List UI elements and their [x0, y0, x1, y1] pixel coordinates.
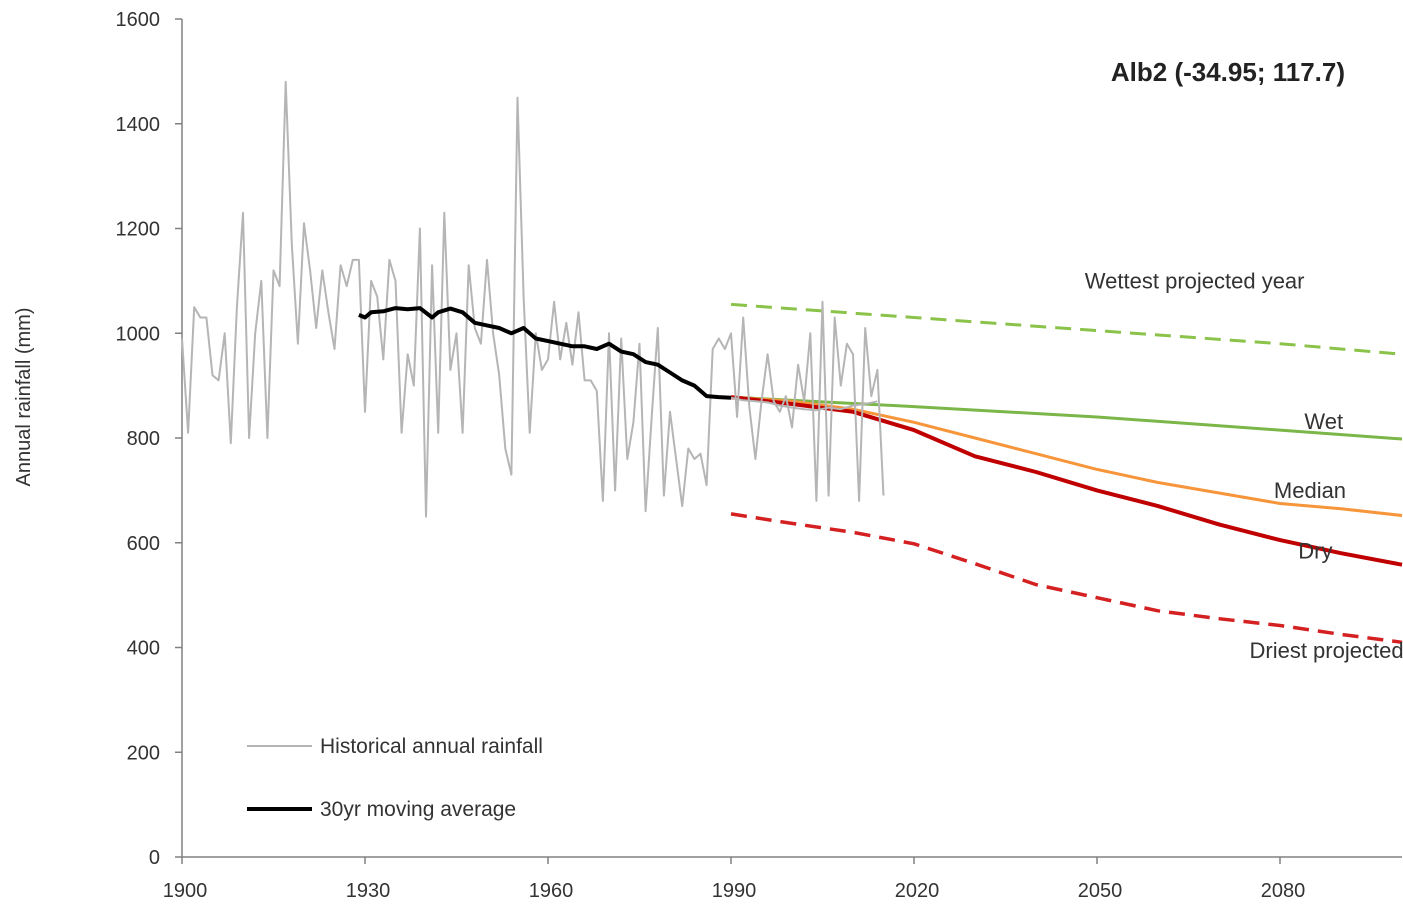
series-line-dry: [730, 395, 1403, 567]
y-tick-label: 1000: [116, 323, 161, 345]
y-tick-label: 0: [149, 847, 160, 869]
x-tick-label: 1990: [712, 880, 757, 902]
y-tick-labels: 0 200 400 600 800 1000 1200 1400 1600: [116, 9, 182, 869]
y-tick-label: 1600: [116, 9, 161, 31]
legend: Historical annual rainfall 30yr moving av…: [247, 735, 543, 821]
y-tick-label: 400: [127, 638, 160, 660]
series-line-wettest-projected-year: [730, 302, 1403, 356]
series-annotation: Wettest projected year: [1085, 269, 1305, 294]
series-annotations: Wettest projected year Wet Median Dry Driest…: [1085, 269, 1403, 663]
series-annotation: Dry: [1298, 538, 1332, 563]
x-tick-label: 2080: [1261, 880, 1306, 902]
y-tick-label: 1200: [116, 219, 161, 241]
series-line-driest-projected-year: [730, 512, 1403, 645]
axes: [181, 19, 1402, 858]
x-tick-labels: 1900 1930 1960 1990 2020 2050 2080: [163, 857, 1306, 902]
y-tick-label: 200: [127, 742, 160, 764]
series-annotation: Driest projected year: [1250, 638, 1403, 663]
y-axis-label: Annual rainfall (mm): [13, 308, 35, 487]
y-tick-label: 800: [127, 428, 160, 450]
x-tick-label: 1900: [163, 880, 208, 902]
series-annotation: Median: [1274, 478, 1346, 503]
series-line-wet: [730, 395, 1403, 441]
legend-label: Historical annual rainfall: [320, 735, 543, 758]
series-line-30yr-moving-average: [358, 306, 732, 400]
chart-title: Alb2 (-34.95; 117.7): [1111, 57, 1345, 87]
x-tick-label: 1960: [529, 880, 574, 902]
x-tick-label: 2050: [1078, 880, 1123, 902]
series-line-historical-annual-rainfall-recent: [730, 396, 878, 412]
series-lines: [181, 80, 1403, 645]
y-tick-label: 1400: [116, 114, 161, 136]
x-tick-label: 2020: [895, 880, 940, 902]
series-annotation: Wet: [1304, 409, 1343, 434]
legend-label: 30yr moving average: [320, 798, 516, 821]
series-line-historical-annual-rainfall: [181, 80, 885, 518]
x-tick-label: 1930: [346, 880, 391, 902]
y-tick-label: 600: [127, 533, 160, 555]
